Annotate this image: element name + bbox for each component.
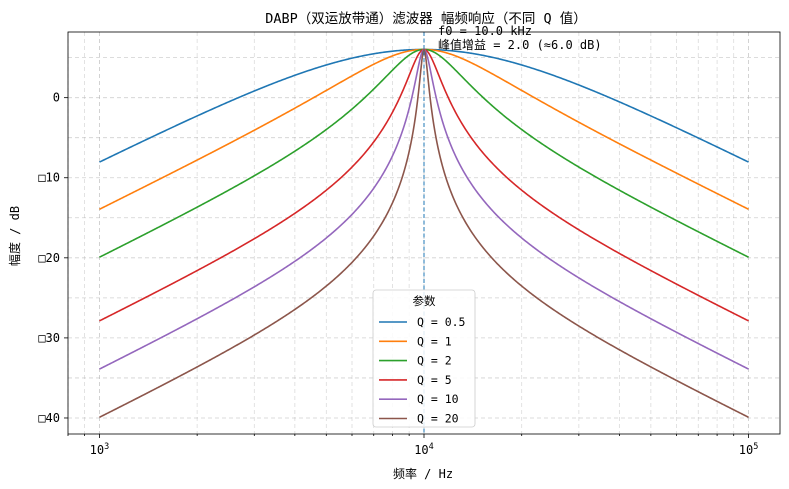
x-tick-base: 10	[90, 443, 104, 457]
f0-annotation: f0 = 10.0 kHz	[438, 24, 532, 38]
x-tick-exponent: 4	[429, 442, 434, 452]
y-tick-label: 0	[53, 91, 60, 105]
x-tick-exponent: 3	[104, 442, 109, 452]
x-tick-label: 104	[414, 442, 434, 457]
series-line-q-20	[99, 48, 749, 419]
y-axis: 0 □10 □20 □30 □40	[38, 91, 68, 425]
legend-title: 参数	[413, 294, 436, 308]
legend-box	[372, 289, 476, 428]
chart-title: DABP（双运放带通）滤波器 幅频响应（不同 Q 值）	[265, 10, 587, 27]
y-tick-label: □10	[38, 171, 60, 185]
x-tick-label: 103	[90, 442, 110, 457]
legend-entry-label: Q = 2	[417, 354, 452, 368]
x-axis: 103 104 105	[67, 434, 759, 457]
y-tick-label: □40	[38, 411, 60, 425]
y-tick-label: □20	[38, 251, 60, 265]
legend-entry-label: Q = 20	[417, 412, 459, 426]
peak-gain-annotation: 峰值增益 = 2.0 (≈6.0 dB)	[438, 37, 602, 52]
series-layer	[99, 48, 749, 419]
y-tick-label: □30	[38, 331, 60, 345]
x-axis-label: 频率 / Hz	[393, 466, 453, 481]
x-tick-exponent: 5	[753, 442, 758, 452]
legend-entry-label: Q = 1	[417, 334, 452, 348]
x-tick-base: 10	[739, 443, 753, 457]
y-axis-label: 幅度 / dB	[7, 206, 22, 266]
legend-items: Q = 0.5 Q = 1 Q = 2 Q = 5 Q = 10 Q = 20	[379, 315, 465, 426]
x-tick-base: 10	[414, 443, 428, 457]
x-tick-label: 105	[739, 442, 759, 457]
legend-entry-label: Q = 10	[417, 392, 459, 406]
legend-entry-label: Q = 0.5	[417, 315, 465, 329]
legend-entry-label: Q = 5	[417, 373, 452, 387]
legend: 参数 Q = 0.5 Q = 1 Q = 2 Q = 5 Q = 10 Q = 20	[372, 289, 476, 428]
